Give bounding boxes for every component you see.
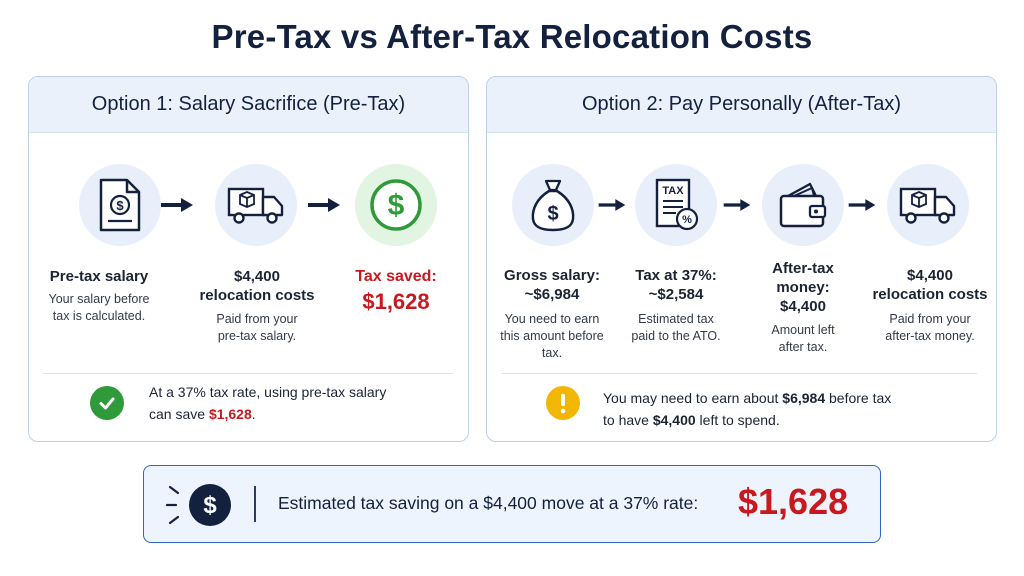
- arrow-icon: [598, 199, 626, 211]
- divider: [501, 373, 977, 374]
- step-title: After-tax money: $4,400: [772, 260, 834, 315]
- moving-truck-icon: [887, 164, 969, 246]
- arrow-icon: [723, 199, 751, 211]
- tax-form-icon: TAX %: [635, 164, 717, 246]
- step-title: Pre-tax salary: [49, 268, 149, 285]
- option-1-heading: Option 1: Salary Sacrifice (Pre-Tax): [29, 77, 468, 133]
- page-title: Pre-Tax vs After-Tax Relocation Costs: [211, 18, 813, 55]
- step-desc: Paid from your pre-tax salary.: [216, 312, 298, 343]
- summary-amount: $1,628: [738, 481, 849, 522]
- step-desc: Amount left after tax.: [771, 323, 835, 354]
- summary-text: Estimated tax saving on a $4,400 move at…: [278, 493, 699, 513]
- arrow-icon: [308, 198, 340, 212]
- divider: [43, 373, 453, 374]
- wallet-icon: [762, 164, 844, 246]
- option-2-note: You may need to earn about $6,984 before…: [603, 390, 892, 428]
- step-desc: You need to earn this amount before tax.: [500, 312, 604, 360]
- check-circle-icon: [90, 386, 124, 420]
- option-2-heading: Option 2: Pay Personally (After-Tax): [487, 77, 996, 133]
- dollar-circle-icon: $: [355, 164, 437, 246]
- svg-text:$: $: [116, 198, 124, 213]
- svg-text:$: $: [547, 203, 558, 225]
- option-1-note: At a 37% tax rate, using pre-tax salary …: [149, 384, 387, 422]
- step-title: Gross salary: ~$6,984: [504, 267, 600, 303]
- money-bag-icon: $: [512, 164, 594, 246]
- option-1-card: Option 1: Salary Sacrifice (Pre-Tax) $: [28, 76, 469, 442]
- tax-saved-label: Tax saved:: [355, 268, 437, 285]
- svg-text:$: $: [203, 492, 217, 519]
- step-desc: Estimated tax paid to the ATO.: [631, 312, 721, 343]
- step-title: $4,400 relocation costs: [199, 268, 315, 304]
- step-title: $4,400 relocation costs: [872, 267, 988, 303]
- separator: [254, 486, 256, 522]
- svg-text:$: $: [388, 189, 405, 222]
- warning-icon: [546, 386, 580, 420]
- salary-document-icon: $: [79, 164, 161, 246]
- arrow-icon: [161, 198, 193, 212]
- step-desc: Paid from your after-tax money.: [885, 312, 975, 343]
- summary-banner: $ Estimated tax saving on a $4,400 move …: [143, 465, 881, 543]
- step-desc: Your salary before tax is calculated.: [48, 292, 150, 323]
- tax-saved-amount: $1,628: [362, 289, 430, 314]
- step-title: Tax at 37%: ~$2,584: [635, 267, 717, 303]
- svg-text:TAX: TAX: [662, 185, 684, 197]
- option-2-card: Option 2: Pay Personally (After-Tax) $ T…: [486, 76, 997, 442]
- svg-text:%: %: [682, 214, 692, 226]
- arrow-icon: [848, 199, 876, 211]
- dollar-coin-icon: $: [165, 484, 231, 526]
- moving-truck-icon: [215, 164, 297, 246]
